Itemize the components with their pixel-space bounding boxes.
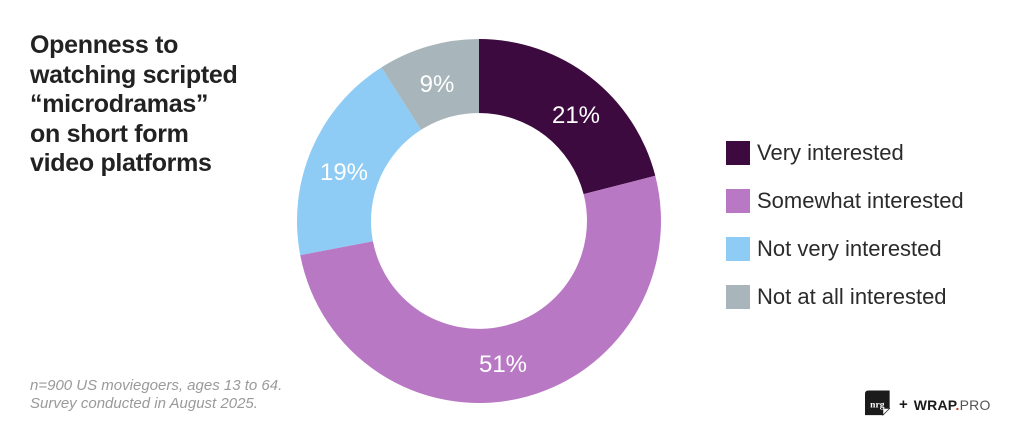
- svg-text:nrg: nrg: [870, 400, 885, 410]
- svg-text:19%: 19%: [320, 159, 368, 186]
- svg-text:51%: 51%: [479, 351, 527, 378]
- svg-text:9%: 9%: [420, 71, 455, 98]
- svg-text:21%: 21%: [552, 102, 600, 129]
